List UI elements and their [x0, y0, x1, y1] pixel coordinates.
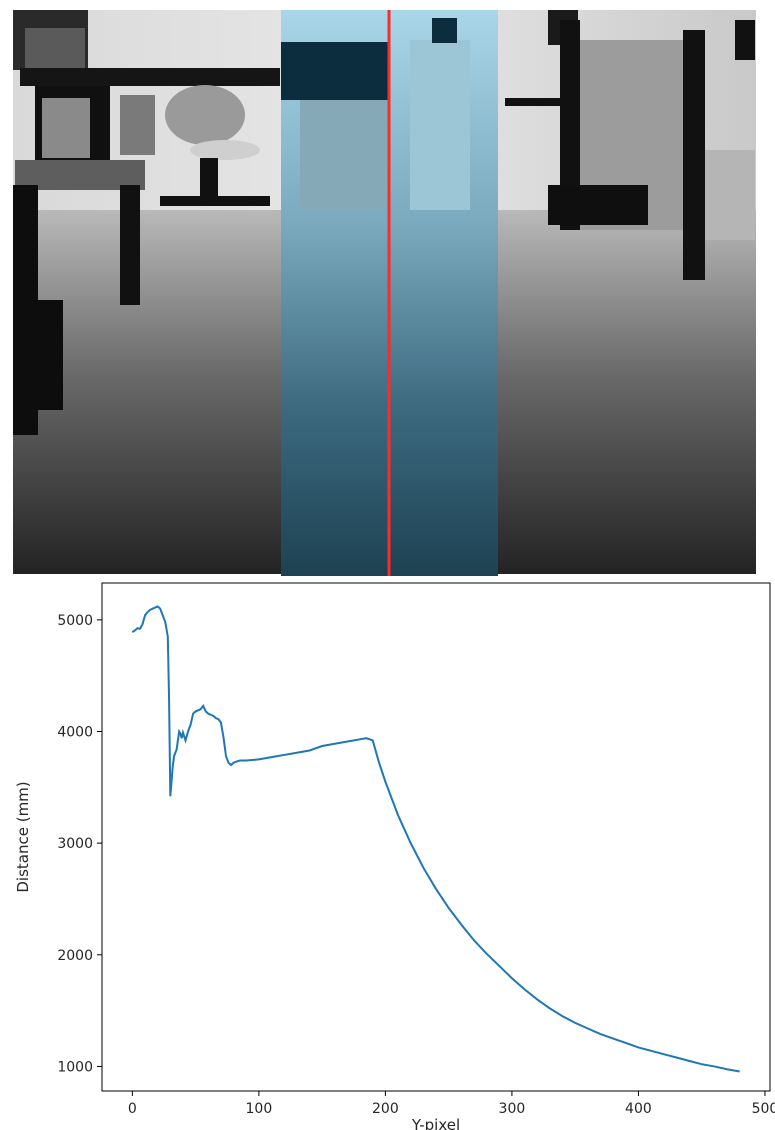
x-axis-label: Y-pixel — [411, 1116, 460, 1130]
right-furniture — [505, 10, 755, 280]
x-tick-label: 200 — [372, 1101, 399, 1117]
series-line — [131, 605, 740, 1073]
y-tick-label: 4000 — [57, 724, 93, 740]
y-axis-label: Distance (mm) — [14, 781, 32, 892]
left-furniture — [13, 10, 280, 435]
y-axis-ticks: 1000 2000 3000 4000 5000 — [57, 613, 102, 1075]
plot-frame — [101, 582, 771, 1092]
band-objects — [281, 18, 470, 210]
y-tick-label: 1000 — [57, 1059, 93, 1075]
y-tick-label: 3000 — [57, 836, 93, 852]
y-tick-label: 2000 — [57, 948, 93, 964]
depth-image — [13, 10, 756, 576]
x-tick-label: 0 — [128, 1101, 137, 1117]
x-tick-label: 300 — [499, 1101, 526, 1117]
distance-chart: 1000 2000 3000 4000 5000 0 100 200 300 400 500 Y-… — [14, 582, 775, 1130]
x-tick-label: 100 — [246, 1101, 273, 1117]
y-tick-label: 5000 — [57, 613, 93, 629]
x-tick-label: 500 — [752, 1101, 775, 1117]
x-axis-ticks: 0 100 200 300 400 500 — [128, 1091, 775, 1117]
x-tick-label: 400 — [625, 1101, 652, 1117]
